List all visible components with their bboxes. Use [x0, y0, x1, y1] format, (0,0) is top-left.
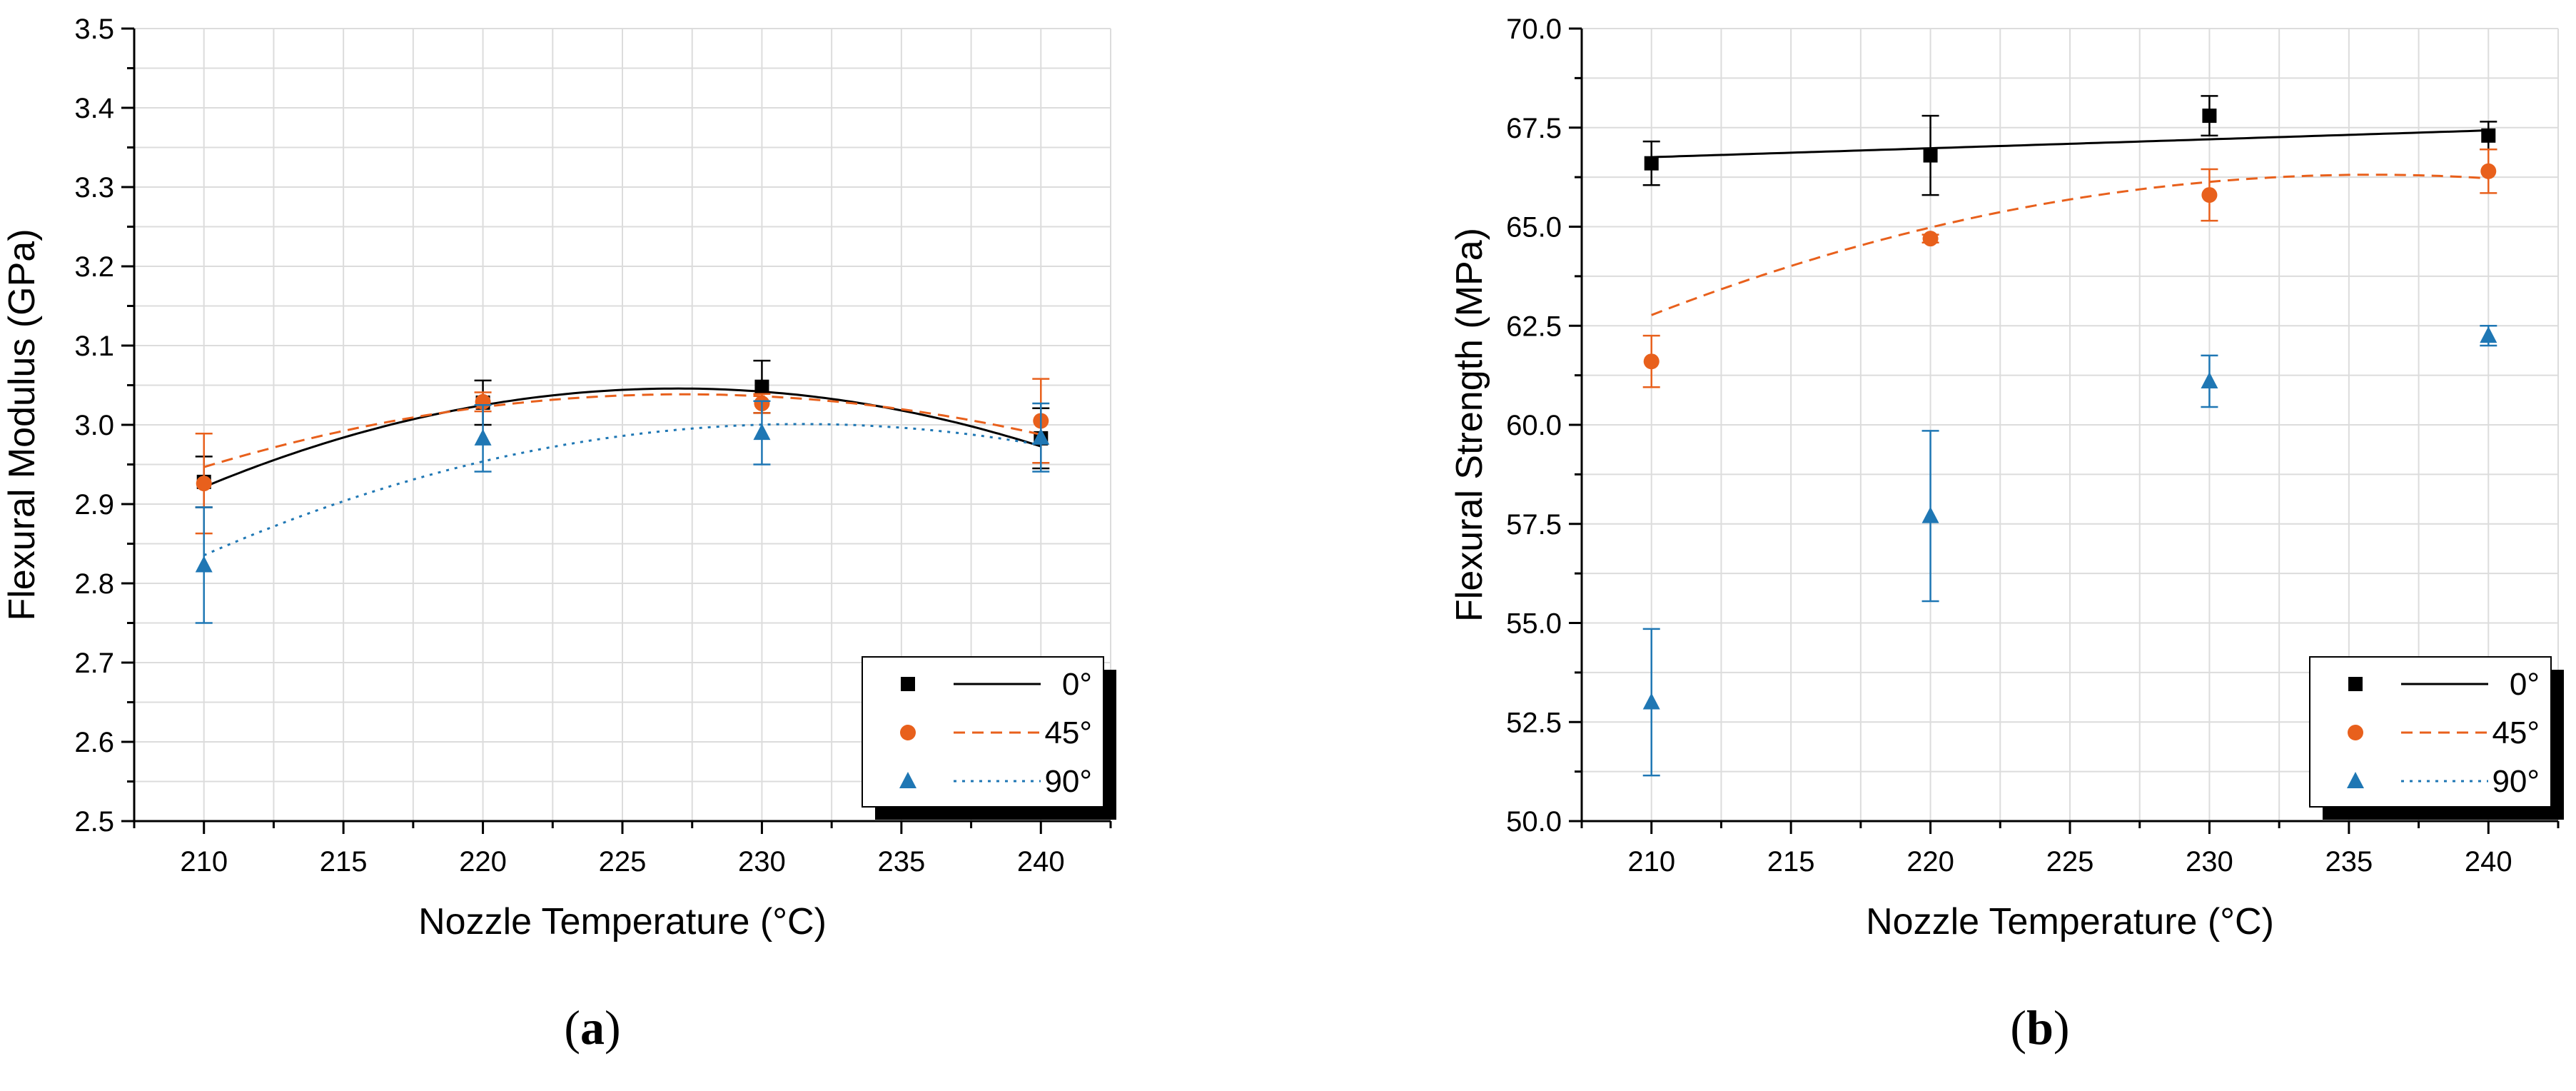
y-tick-label: 3.4: [74, 93, 114, 124]
chart-panel-a: 210 215 220 225 230 235 240 2.5 2.6 2.7 2.8 2.9 3.0 3…: [1, 14, 1116, 1055]
series-0: [1642, 95, 2497, 196]
data-point: [2202, 109, 2217, 124]
y-tick-label: 67.5: [1506, 113, 1562, 144]
data-point: [1642, 693, 1660, 710]
data-point: [196, 476, 212, 492]
legend-label: 0°: [2510, 667, 2540, 702]
data-point: [1921, 506, 1939, 523]
x-tick-label: 240: [1017, 846, 1065, 878]
fit-line: [203, 393, 1041, 468]
panel-label: (a): [564, 1000, 620, 1055]
y-tick-label: 62.5: [1506, 311, 1562, 342]
series-2: [1642, 325, 2497, 777]
legend-marker: [901, 677, 915, 691]
legend-label: 45°: [1044, 715, 1092, 750]
legend-marker: [2347, 772, 2364, 788]
y-tick-label: 3.1: [74, 331, 114, 362]
data-point: [2201, 371, 2218, 388]
data-point: [1923, 148, 1938, 163]
x-tick-label: 220: [1906, 846, 1954, 878]
legend-marker: [899, 772, 916, 788]
x-axis-title: Nozzle Temperature (°C): [1866, 901, 2274, 942]
x-tick-label: 225: [599, 846, 647, 878]
data-point: [1644, 156, 1659, 171]
y-tick-label: 2.9: [74, 489, 114, 521]
y-tick-label: 2.8: [74, 568, 114, 600]
series-1: [1642, 149, 2497, 388]
chart-panel-b: 210 215 220 225 230 235 240 50.0 52.5 55.0 57.5 60.…: [1449, 14, 2564, 1055]
panel-label: (b): [2010, 1000, 2069, 1055]
data-point: [195, 555, 213, 573]
legend: 0° 45° 90°: [2309, 656, 2564, 820]
x-tick-label: 240: [2465, 846, 2512, 878]
x-tick-label: 235: [2325, 846, 2373, 878]
x-tick-label: 230: [738, 846, 786, 878]
x-tick-label: 215: [320, 846, 368, 878]
legend-label: 0°: [1062, 667, 1092, 702]
x-tick-label: 215: [1767, 846, 1815, 878]
legend-marker: [900, 725, 916, 740]
y-tick-label: 3.2: [74, 251, 114, 283]
data-point: [2201, 187, 2218, 203]
y-tick-label: 52.5: [1506, 707, 1562, 738]
data-point: [474, 428, 492, 446]
legend-label: 90°: [2492, 764, 2540, 799]
x-tick-label: 220: [459, 846, 507, 878]
fit-line: [1651, 174, 2489, 316]
y-tick-label: 3.3: [74, 172, 114, 203]
y-tick-label: 57.5: [1506, 509, 1562, 541]
data-point: [1643, 353, 1660, 370]
legend-marker: [2348, 677, 2363, 691]
y-tick-label: 3.0: [74, 410, 114, 441]
x-tick-label: 235: [877, 846, 925, 878]
y-tick-label: 65.0: [1506, 212, 1562, 243]
x-tick-label: 210: [180, 846, 228, 878]
data-point: [2481, 128, 2496, 143]
data-point: [754, 379, 769, 394]
data-point: [753, 423, 771, 441]
fit-line: [1651, 129, 2489, 159]
x-axis-title: Nozzle Temperature (°C): [418, 901, 827, 942]
y-tick-label: 50.0: [1506, 806, 1562, 838]
data-point: [2480, 163, 2497, 179]
gridlines: [1581, 28, 2559, 822]
legend: 0° 45° 90°: [862, 656, 1116, 820]
y-tick-label: 55.0: [1506, 608, 1562, 640]
series-2: [195, 400, 1050, 624]
data-point: [1922, 231, 1939, 247]
legend-marker: [2348, 725, 2363, 740]
data-point: [1032, 428, 1050, 445]
y-tick-label: 70.0: [1506, 14, 1562, 45]
y-axis-title: Flexural Modulus (GPa): [1, 228, 43, 620]
legend-label: 90°: [1044, 764, 1092, 799]
y-axis-title: Flexural Strength (MPa): [1449, 228, 1490, 622]
x-tick-label: 225: [2046, 846, 2094, 878]
y-tick-label: 2.5: [74, 806, 114, 838]
data-point: [2480, 326, 2497, 343]
legend-label: 45°: [2492, 715, 2540, 750]
x-tick-label: 210: [1627, 846, 1675, 878]
fit-line: [203, 387, 1041, 488]
y-tick-label: 2.7: [74, 648, 114, 679]
y-tick-label: 3.5: [74, 14, 114, 45]
y-tick-label: 60.0: [1506, 410, 1562, 441]
y-tick-label: 2.6: [74, 727, 114, 758]
x-tick-label: 230: [2186, 846, 2233, 878]
